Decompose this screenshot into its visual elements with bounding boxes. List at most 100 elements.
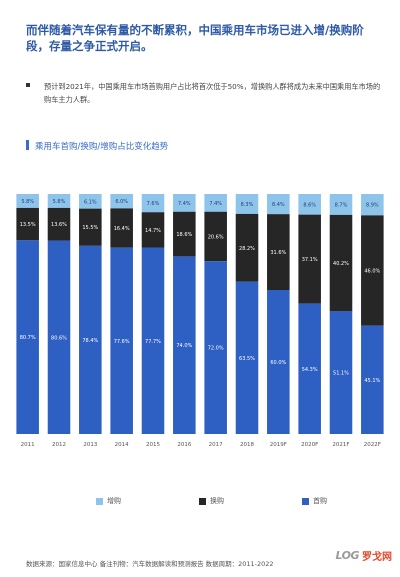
data-label-huan-2012: 13.6%: [51, 222, 67, 228]
data-label-huan-2019F: 31.6%: [270, 250, 286, 256]
legend-item-shou: 首购: [302, 496, 327, 506]
data-label-huan-2021F: 40.2%: [333, 261, 349, 267]
data-label-zeng-2019F: 8.4%: [272, 202, 285, 208]
bar-zeng-2022F: [361, 194, 384, 216]
x-tick-label-2011: 2011: [21, 442, 35, 448]
bar-zeng-2014: [110, 194, 133, 209]
logo-main: LOG: [335, 549, 360, 562]
bar-zeng-2019F: [267, 194, 290, 215]
stacked-bar-chart: 5.8% 13.5% 80.7% 2011 5.8% 13.6% 80.6% 2012 6.1%…: [16, 194, 384, 448]
bullet-text: 预计到2021年，中国乘用车市场首购用户占比将首次低于50%，增换购人群将成为未…: [44, 82, 381, 104]
data-label-zeng-2015: 7.6%: [147, 201, 160, 207]
logo: LOG 罗戈网: [336, 548, 393, 563]
x-tick-label-2012: 2012: [52, 442, 66, 448]
bar-zeng-2020F: [298, 194, 321, 215]
section-bar-icon: [26, 140, 29, 150]
bar-shou-2015: [141, 247, 165, 434]
data-label-shou-2021F: 51.1%: [333, 371, 349, 377]
data-label-zeng-2011: 5.8%: [21, 199, 34, 205]
bar-shou-2013: [79, 245, 102, 434]
data-label-zeng-2016: 7.4%: [178, 201, 191, 207]
data-label-zeng-2020F: 8.6%: [303, 202, 316, 208]
x-tick-label-2021F: 2021F: [332, 442, 349, 448]
legend-swatch-shou: [302, 497, 309, 505]
data-label-shou-2019F: 60.0%: [270, 360, 286, 366]
section-title-text: 乘用车首购/换购/增购占比变化趋势: [35, 142, 169, 152]
data-label-zeng-2014: 6.0%: [115, 199, 128, 205]
data-label-shou-2017: 72.0%: [208, 346, 224, 352]
legend-label-shou: 首购: [313, 497, 327, 505]
data-label-shou-2012: 80.6%: [51, 335, 67, 341]
bar-shou-2021F: [329, 311, 353, 434]
data-label-shou-2018: 63.5%: [239, 356, 255, 362]
bar-huan-2012: [47, 207, 71, 241]
bar-zeng-2016: [173, 194, 196, 212]
data-label-huan-2022F: 46.0%: [364, 269, 380, 275]
data-label-huan-2016: 18.6%: [176, 232, 192, 238]
bar-shou-2014: [110, 247, 133, 434]
data-label-shou-2013: 78.4%: [82, 338, 98, 344]
bar-huan-2019F: [267, 214, 290, 290]
x-tick-label-2016: 2016: [177, 442, 191, 448]
bar-huan-2018: [235, 213, 259, 282]
data-label-huan-2014: 16.4%: [114, 226, 130, 232]
bullet-square-icon: [26, 83, 30, 87]
x-tick-label-2022F: 2022F: [364, 442, 381, 448]
bar-shou-2019F: [267, 290, 290, 434]
data-label-zeng-2021F: 8.7%: [335, 202, 348, 208]
bar-zeng-2017: [204, 194, 227, 212]
x-tick-label-2013: 2013: [83, 442, 97, 448]
data-label-huan-2011: 13.5%: [20, 222, 36, 228]
bar-shou-2012: [47, 240, 71, 434]
bar-huan-2017: [204, 211, 227, 262]
legend-swatch-huan: [199, 497, 206, 505]
bar-huan-2015: [141, 212, 165, 248]
legend-swatch-zeng: [96, 497, 103, 505]
legend-label-huan: 换购: [210, 497, 224, 505]
section-title: 乘用车首购/换购/增购占比变化趋势: [26, 140, 168, 152]
bar-huan-2011: [16, 207, 39, 241]
bar-zeng-2018: [235, 194, 259, 214]
data-label-zeng-2022F: 8.9%: [366, 203, 379, 209]
data-label-shou-2015: 77.7%: [145, 339, 161, 345]
x-tick-label-2014: 2014: [115, 442, 129, 448]
bar-huan-2016: [173, 211, 196, 257]
bar-huan-2013: [79, 208, 102, 246]
bar-zeng-2021F: [329, 194, 353, 215]
bar-shou-2022F: [361, 325, 384, 434]
data-label-huan-2015: 14.7%: [145, 228, 161, 234]
bar-shou-2011: [16, 240, 39, 434]
data-label-shou-2016: 74.0%: [176, 343, 192, 349]
bar-shou-2017: [204, 261, 227, 434]
data-label-shou-2011: 80.7%: [20, 335, 36, 341]
bar-huan-2022F: [361, 215, 384, 326]
bar-huan-2014: [110, 208, 133, 248]
data-label-zeng-2013: 6.1%: [84, 199, 97, 205]
data-label-huan-2013: 15.5%: [82, 225, 98, 231]
data-label-shou-2022F: 45.1%: [364, 378, 380, 384]
data-label-huan-2018: 28.2%: [239, 246, 255, 252]
legend-label-zeng: 增购: [107, 497, 121, 505]
data-label-huan-2020F: 37.1%: [302, 257, 318, 263]
bar-shou-2020F: [298, 303, 321, 434]
bar-shou-2016: [173, 256, 196, 434]
x-tick-label-2017: 2017: [209, 442, 223, 448]
logo-accent: 罗戈网: [362, 552, 392, 563]
legend-item-zeng: 增购: [96, 496, 121, 506]
bar-zeng-2015: [141, 194, 165, 213]
x-tick-label-2015: 2015: [146, 442, 160, 448]
bar-zeng-2012: [47, 194, 71, 208]
data-label-zeng-2017: 7.4%: [209, 201, 222, 207]
headline: 而伴随着汽车保有量的不断累积，中国乘用车市场已进入增/换购阶段，存量之争正式开启…: [26, 23, 364, 53]
bullet-point: 预计到2021年，中国乘用车市场首购用户占比将首次低于50%，增换购人群将成为未…: [26, 80, 386, 106]
x-tick-label-2020F: 2020F: [301, 442, 318, 448]
data-label-zeng-2018: 8.3%: [241, 202, 254, 208]
legend-item-huan: 换购: [199, 496, 224, 506]
data-label-shou-2014: 77.6%: [114, 339, 130, 345]
bar-zeng-2011: [16, 194, 39, 208]
chart-legend: 增购 换购 首购: [96, 496, 327, 506]
bar-zeng-2013: [79, 194, 102, 209]
source-note: 数据来源：国家信息中心 备注刊物：汽车数据解读和预测报告 数据周期：2011-2…: [26, 560, 274, 568]
x-tick-label-2018: 2018: [240, 442, 254, 448]
bar-huan-2021F: [329, 214, 353, 312]
